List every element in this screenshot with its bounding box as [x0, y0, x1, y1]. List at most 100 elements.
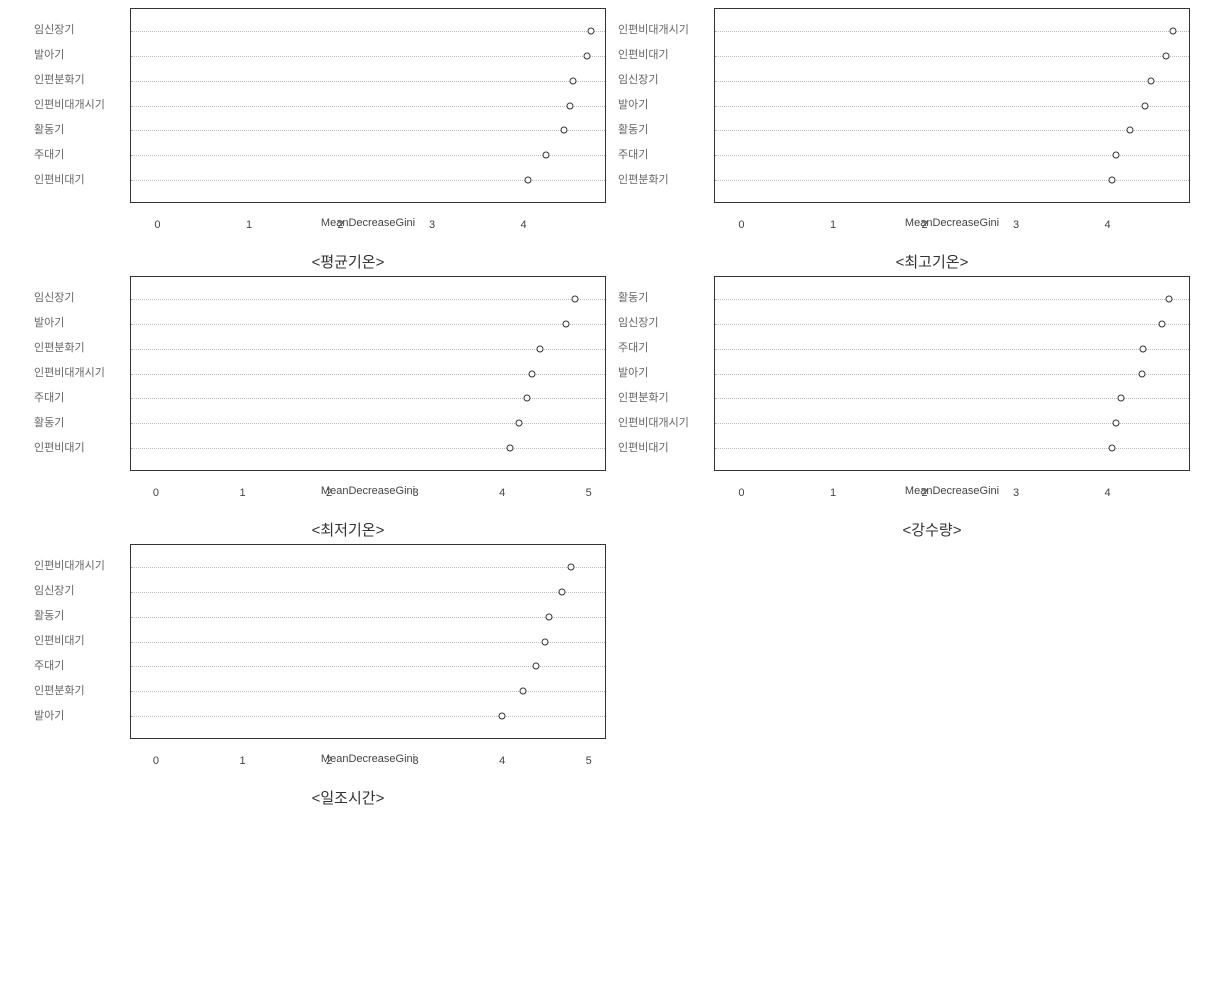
- gridline: [131, 592, 605, 593]
- ylabel: 활동기: [614, 125, 714, 136]
- gridline: [131, 56, 605, 57]
- gridline: [131, 155, 605, 156]
- gridline: [131, 691, 605, 692]
- plot-min-temp: [130, 276, 606, 471]
- xlabel: MeanDecreaseGini: [714, 217, 1190, 229]
- xaxis-max-temp: MeanDecreaseGini 01234: [714, 217, 1190, 245]
- ylabel: 발아기: [614, 100, 714, 111]
- ylabel: 활동기: [30, 611, 130, 622]
- data-marker: [1138, 370, 1145, 377]
- xtick-label: 1: [239, 755, 245, 767]
- xtick-label: 0: [154, 219, 160, 231]
- gridline: [131, 716, 605, 717]
- gridline: [131, 349, 605, 350]
- gridline: [131, 130, 605, 131]
- ylabel: 발아기: [30, 318, 130, 329]
- data-marker: [498, 712, 505, 719]
- gridline: [131, 567, 605, 568]
- ylabel: 임신장기: [30, 293, 130, 304]
- data-marker: [520, 687, 527, 694]
- xaxis-avg-temp: MeanDecreaseGini 01234: [130, 217, 606, 245]
- gridline: [715, 56, 1189, 57]
- gridline: [131, 106, 605, 107]
- ylabels-precip: 활동기 임신장기 주대기 발아기 인편분화기 인편비대개시기 인편비대기: [614, 276, 714, 471]
- xtick-label: 5: [586, 755, 592, 767]
- xtick-label: 4: [499, 487, 505, 499]
- data-marker: [507, 444, 514, 451]
- xtick-label: 1: [239, 487, 245, 499]
- ylabel: 인편분화기: [30, 343, 130, 354]
- ylabel: 활동기: [614, 293, 714, 304]
- gridline: [715, 299, 1189, 300]
- ylabel: 주대기: [30, 393, 130, 404]
- plot-max-temp: [714, 8, 1190, 203]
- ylabels-avg-temp: 임신장기 발아기 인편분화기 인편비대개시기 활동기 주대기 인편비대기: [30, 8, 130, 203]
- ylabel: 인편비대개시기: [614, 418, 714, 429]
- gridline: [131, 324, 605, 325]
- xtick-label: 2: [326, 755, 332, 767]
- gridline: [131, 180, 605, 181]
- ylabel: 발아기: [30, 50, 130, 61]
- data-marker: [567, 564, 574, 571]
- data-marker: [528, 370, 535, 377]
- gridline: [131, 448, 605, 449]
- gridline: [715, 180, 1189, 181]
- data-marker: [533, 663, 540, 670]
- ylabel: 임신장기: [614, 318, 714, 329]
- panel-sunshine: 인편비대개시기 임신장기 활동기 인편비대기 주대기 인편분화기 발아기 Mea…: [30, 544, 606, 808]
- data-marker: [560, 127, 567, 134]
- ylabel: 인편비대기: [614, 50, 714, 61]
- xtick-label: 5: [586, 487, 592, 499]
- data-marker: [542, 151, 549, 158]
- gridline: [131, 299, 605, 300]
- data-marker: [541, 638, 548, 645]
- gridline: [715, 324, 1189, 325]
- ylabel: 임신장기: [30, 586, 130, 597]
- caption-sunshine: <일조시간>: [90, 787, 606, 808]
- panel-max-temp: 인편비대개시기 인편비대기 임신장기 발아기 활동기 주대기 인편분화기 Mea…: [614, 8, 1190, 272]
- gridline: [715, 349, 1189, 350]
- gridline: [131, 642, 605, 643]
- data-marker: [1165, 296, 1172, 303]
- xtick-label: 4: [1105, 487, 1111, 499]
- xtick-label: 0: [153, 487, 159, 499]
- data-marker: [524, 395, 531, 402]
- plot-sunshine: [130, 544, 606, 739]
- ylabel: 인편분화기: [30, 75, 130, 86]
- ylabel: 인편분화기: [614, 393, 714, 404]
- data-marker: [515, 419, 522, 426]
- panel-precip: 활동기 임신장기 주대기 발아기 인편분화기 인편비대개시기 인편비대기 Mea…: [614, 276, 1190, 540]
- data-marker: [1126, 127, 1133, 134]
- ylabels-sunshine: 인편비대개시기 임신장기 활동기 인편비대기 주대기 인편분화기 발아기: [30, 544, 130, 739]
- gridline: [715, 31, 1189, 32]
- gridline: [715, 81, 1189, 82]
- data-marker: [1147, 77, 1154, 84]
- gridline: [131, 31, 605, 32]
- panel-min-temp: 임신장기 발아기 인편분화기 인편비대개시기 주대기 활동기 인편비대기 Mea…: [30, 276, 606, 540]
- ylabels-min-temp: 임신장기 발아기 인편분화기 인편비대개시기 주대기 활동기 인편비대기: [30, 276, 130, 471]
- gridline: [131, 81, 605, 82]
- xaxis-precip: MeanDecreaseGini 01234: [714, 485, 1190, 513]
- xtick-label: 2: [337, 219, 343, 231]
- ylabel: 주대기: [614, 150, 714, 161]
- data-marker: [570, 77, 577, 84]
- xtick-label: 0: [153, 755, 159, 767]
- xtick-label: 3: [413, 755, 419, 767]
- panel-avg-temp: 임신장기 발아기 인편분화기 인편비대개시기 활동기 주대기 인편비대기 Mea…: [30, 8, 606, 272]
- gridline: [715, 130, 1189, 131]
- xtick-label: 3: [1013, 487, 1019, 499]
- ylabel: 인편비대개시기: [614, 25, 714, 36]
- ylabel: 인편비대개시기: [30, 561, 130, 572]
- ylabel: 주대기: [614, 343, 714, 354]
- ylabel: 인편비대기: [30, 636, 130, 647]
- ylabel: 인편비대기: [614, 443, 714, 454]
- data-marker: [1140, 345, 1147, 352]
- plot-precip: [714, 276, 1190, 471]
- gridline: [131, 617, 605, 618]
- ylabel: 인편비대개시기: [30, 100, 130, 111]
- gridline: [131, 423, 605, 424]
- data-marker: [545, 613, 552, 620]
- data-marker: [567, 102, 574, 109]
- data-marker: [563, 321, 570, 328]
- xtick-label: 2: [921, 219, 927, 231]
